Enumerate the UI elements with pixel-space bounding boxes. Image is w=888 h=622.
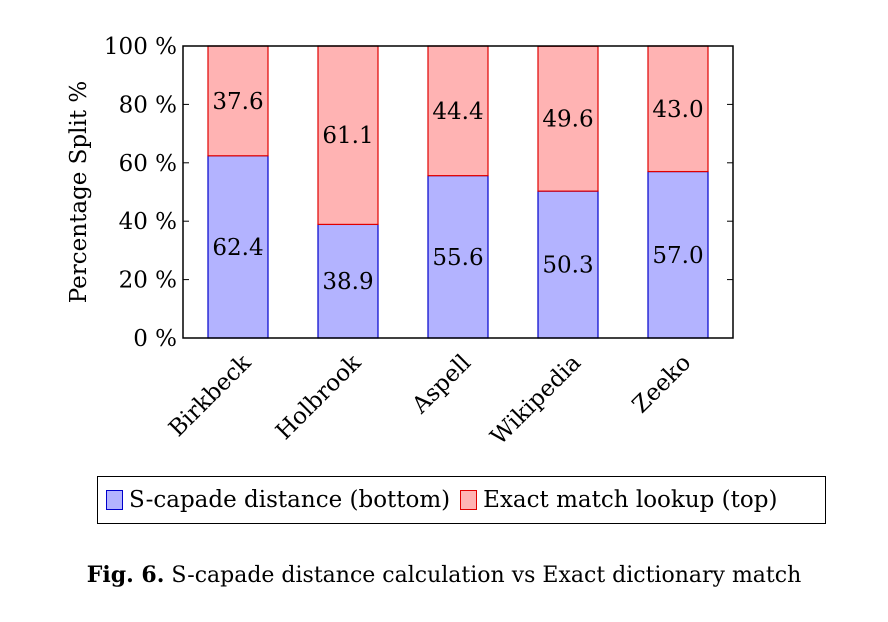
y-tick-label: 100 % [104, 34, 177, 60]
legend-item-exact-match: Exact match lookup (top) [460, 487, 777, 513]
y-tick-label: 60 % [119, 151, 177, 177]
legend-label-s-capade: S-capade distance (bottom) [129, 487, 451, 513]
bar-segment-s-capade [647, 170, 709, 339]
data-label: 37.6 [212, 89, 263, 115]
bar-segment-exact-match [427, 45, 489, 177]
bars [207, 45, 709, 339]
data-label: 49.6 [542, 107, 593, 133]
x-tick-label: Zeeko [628, 350, 697, 419]
data-label: 44.4 [432, 99, 483, 125]
data-labels: 62.4 37.6 38.9 61.1 55.6 44.4 50.3 49.6 57.0 43.0 [212, 89, 703, 295]
data-label: 61.1 [322, 123, 373, 149]
legend-swatch-red [460, 490, 478, 510]
legend: S-capade distance (bottom) Exact match l… [97, 476, 826, 524]
x-axis-tick-labels: Birkbeck Holbrook Aspell Wikipedia Zeeko [164, 349, 696, 450]
y-tick-label: 0 % [133, 326, 177, 352]
x-tick-label: Birkbeck [164, 349, 257, 442]
x-tick-label: Holbrook [271, 349, 367, 445]
x-tick-label: Aspell [407, 350, 477, 420]
x-tick-label: Wikipedia [486, 350, 587, 451]
figure-caption: Fig. 6. S-capade distance calculation vs… [0, 562, 888, 588]
bar-segment-s-capade [427, 175, 489, 339]
stacked-bar-chart: 62.4 37.6 38.9 61.1 55.6 44.4 50.3 49.6 57.0 43.0… [66, 34, 734, 450]
legend-item-s-capade: S-capade distance (bottom) [106, 487, 450, 513]
bar-segment-s-capade [317, 223, 379, 339]
legend-swatch-blue [106, 490, 123, 510]
data-label: 57.0 [652, 243, 703, 269]
data-label: 62.4 [212, 235, 263, 261]
y-tick-label: 20 % [119, 268, 177, 294]
bar-segment-exact-match [647, 45, 709, 173]
legend-label-exact-match: Exact match lookup (top) [483, 487, 778, 513]
bar-segment-exact-match [207, 45, 269, 157]
data-label: 55.6 [432, 245, 483, 271]
y-tick-label: 80 % [119, 92, 177, 118]
plot-frame [182, 45, 734, 339]
y-axis-label: Percentage Split % [66, 81, 92, 304]
bar-segment-s-capade [537, 190, 599, 339]
data-label: 38.9 [322, 269, 373, 295]
data-label: 43.0 [652, 97, 703, 123]
figure-caption-text: S-capade distance calculation vs Exact d… [171, 563, 802, 588]
y-tick-label: 40 % [119, 209, 177, 235]
figure-label: Fig. 6. [86, 562, 165, 588]
data-label: 50.3 [542, 253, 593, 279]
y-axis-tick-labels: 0 % 20 % 40 % 60 % 80 % 100 % [104, 34, 177, 352]
